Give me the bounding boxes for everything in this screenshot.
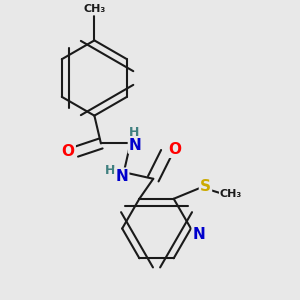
Text: CH₃: CH₃ [220,189,242,199]
Text: H: H [105,164,115,177]
Text: N: N [116,169,128,184]
Text: CH₃: CH₃ [83,4,106,14]
Text: H: H [129,127,140,140]
Text: N: N [129,138,142,153]
Text: O: O [62,144,75,159]
Text: O: O [168,142,181,157]
Text: S: S [200,179,211,194]
Text: N: N [193,227,206,242]
